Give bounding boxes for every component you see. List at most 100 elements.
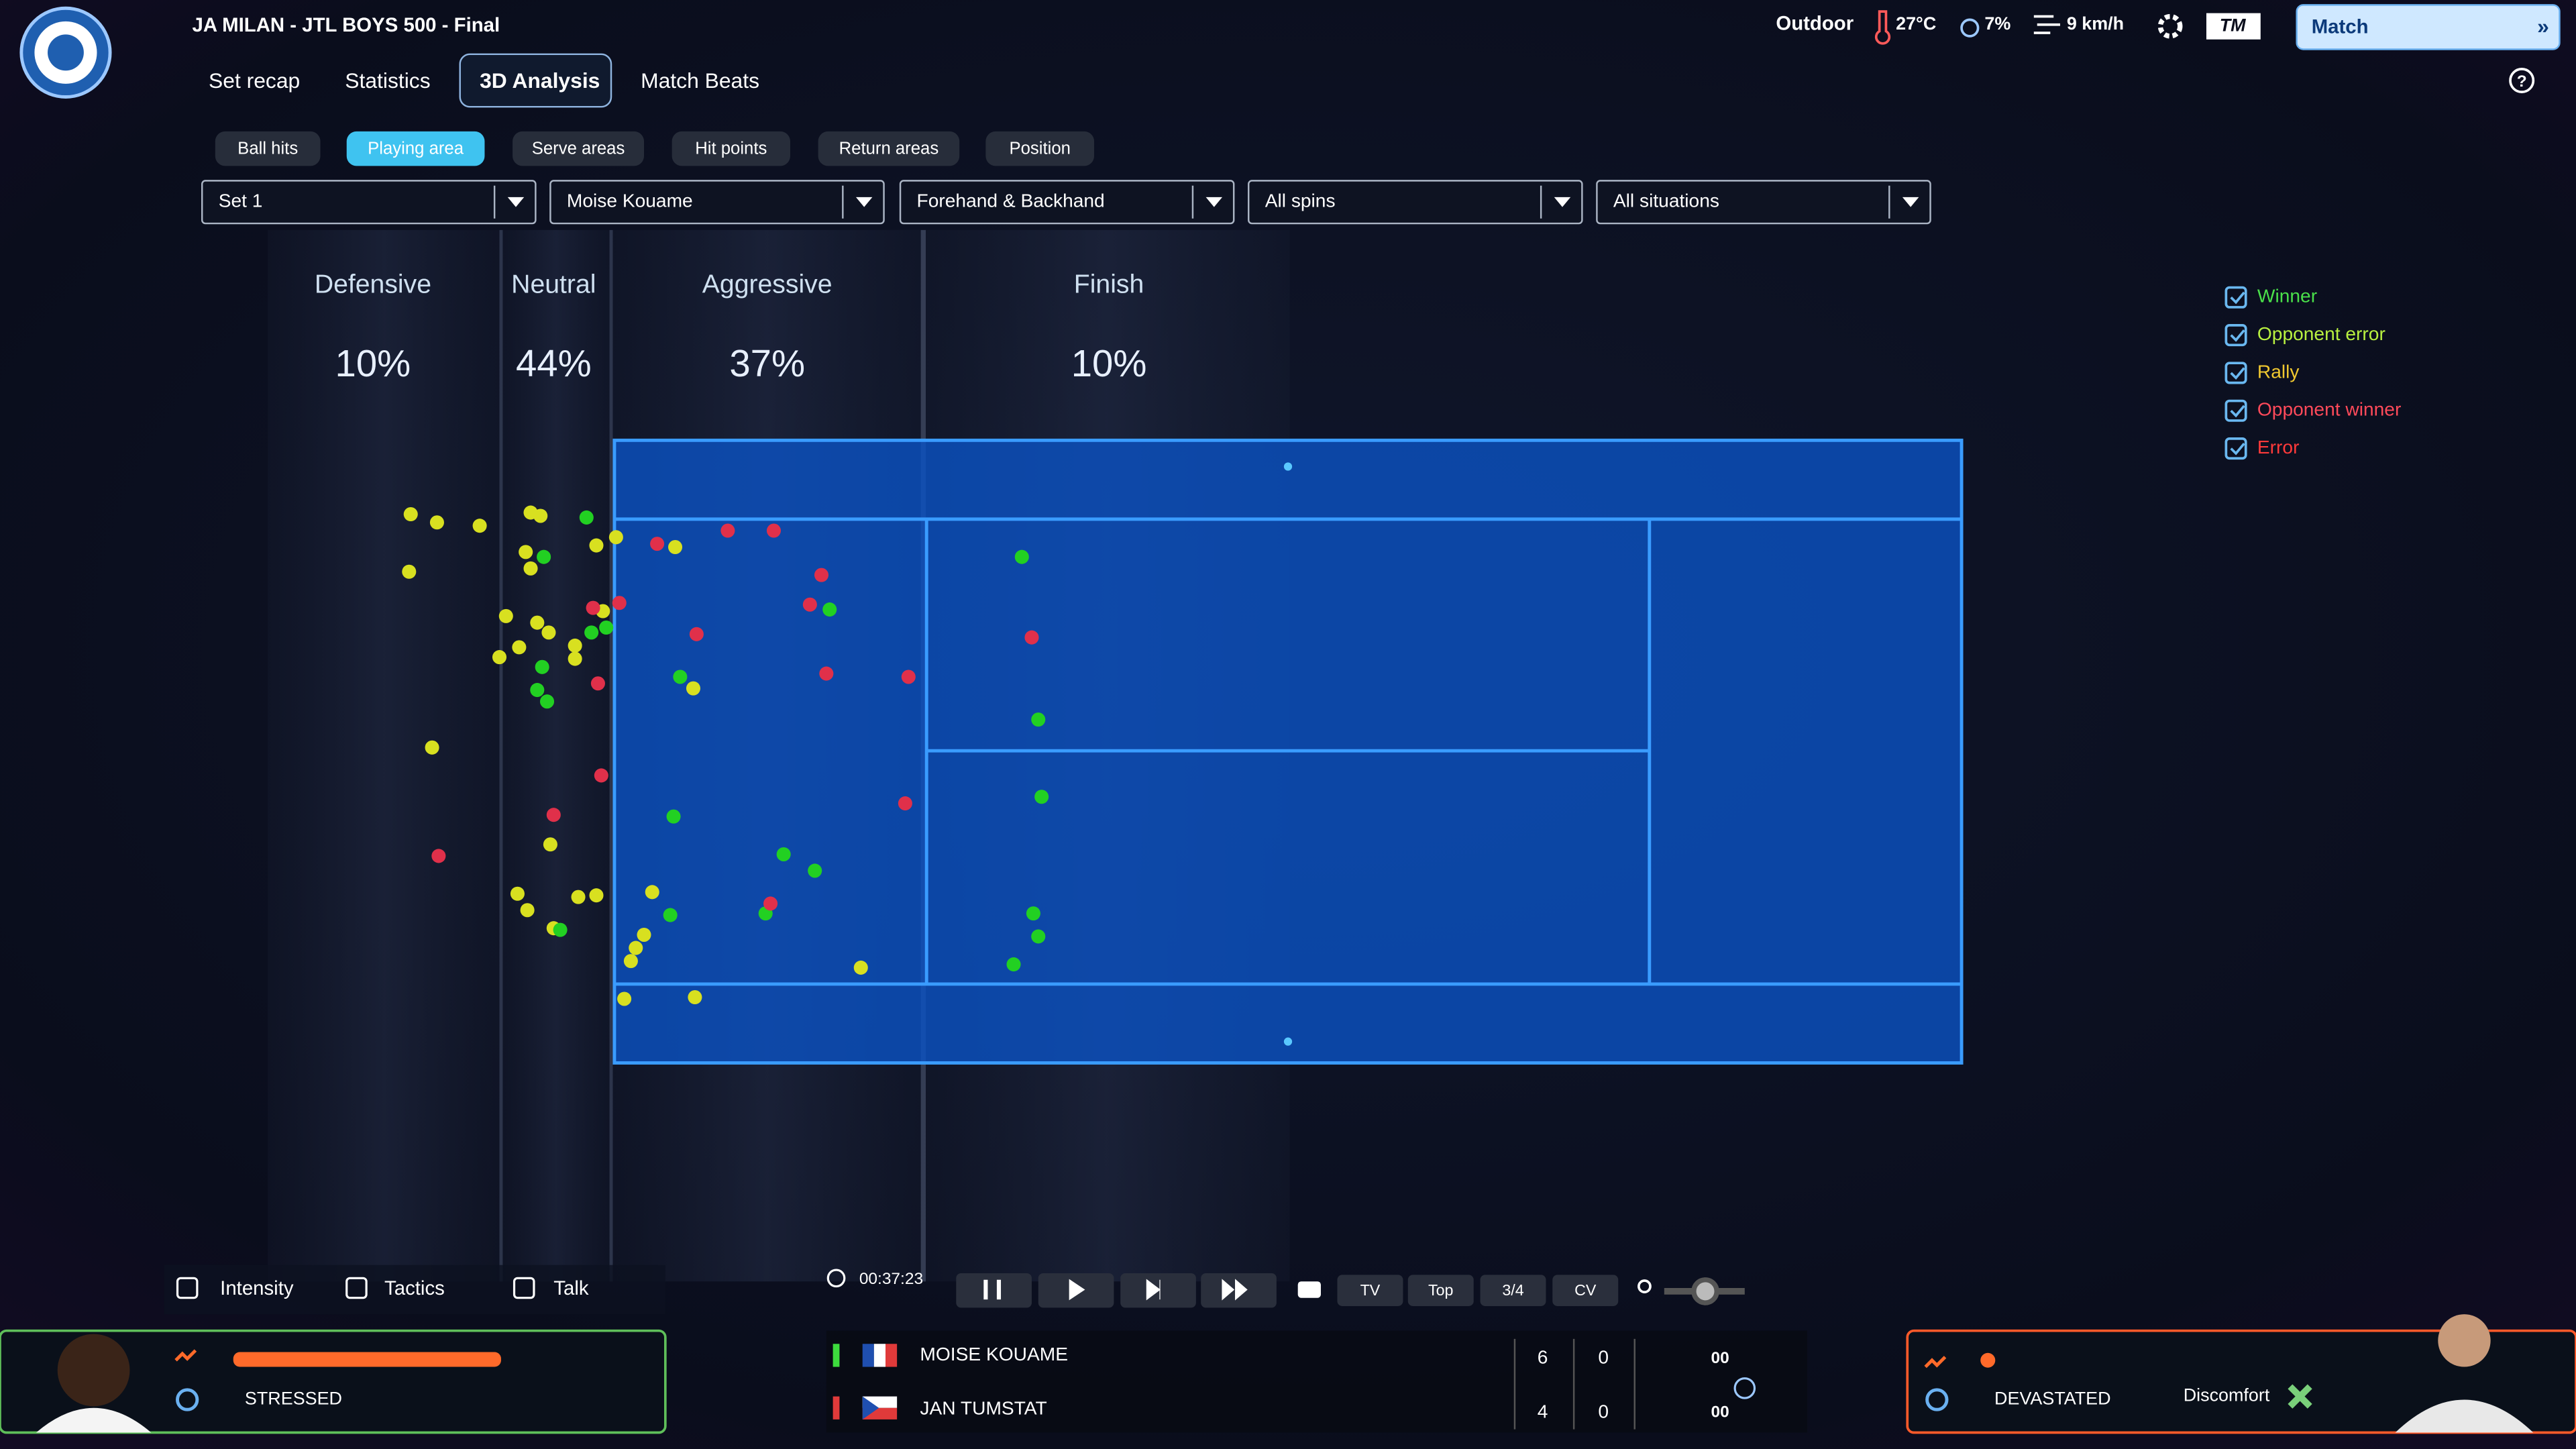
settings-icon[interactable] bbox=[2157, 13, 2183, 39]
camera-view-button[interactable] bbox=[1337, 1275, 1403, 1306]
subtab-pill[interactable] bbox=[346, 131, 485, 166]
filter-arrow[interactable] bbox=[1554, 197, 1571, 207]
shot-dot bbox=[571, 890, 586, 904]
left-player-shirt bbox=[36, 1407, 152, 1433]
legend-check[interactable] bbox=[2230, 329, 2245, 342]
legend-checkbox[interactable] bbox=[2224, 437, 2247, 460]
legend-checkbox[interactable] bbox=[2224, 362, 2247, 384]
club-logo-emblem bbox=[48, 34, 84, 71]
action-icon[interactable] bbox=[176, 1277, 199, 1299]
camera-view-button[interactable] bbox=[1480, 1275, 1546, 1306]
zoom-icon[interactable] bbox=[1638, 1279, 1652, 1293]
playback-icon[interactable] bbox=[1146, 1279, 1161, 1301]
help-button[interactable] bbox=[2509, 68, 2535, 93]
subtab-label[interactable]: Position bbox=[1009, 140, 1070, 158]
zone-share: 10% bbox=[335, 342, 411, 384]
nav-tab[interactable]: Set recap bbox=[209, 68, 300, 93]
filter-value[interactable]: All spins bbox=[1265, 191, 1336, 211]
filter-arrow[interactable] bbox=[1205, 197, 1223, 207]
match-button-chevron[interactable]: » bbox=[2537, 14, 2549, 38]
playback-icon[interactable] bbox=[1069, 1279, 1085, 1301]
filter-value[interactable]: All situations bbox=[1613, 191, 1719, 211]
subtab-pill[interactable] bbox=[818, 131, 960, 166]
camera-view-button[interactable] bbox=[1552, 1275, 1619, 1306]
legend-label[interactable]: Rally bbox=[2257, 361, 2300, 382]
match-title: JA MILAN - JTL BOYS 500 - Final bbox=[193, 14, 500, 36]
filter-arrow[interactable] bbox=[1902, 197, 1919, 207]
nav-tab[interactable]: 3D Analysis bbox=[480, 68, 600, 93]
legend-label[interactable]: Error bbox=[2257, 437, 2300, 458]
shot-dot bbox=[1031, 929, 1046, 944]
camera-view-button[interactable] bbox=[1407, 1275, 1474, 1306]
tiebreak-icon bbox=[1733, 1377, 1756, 1399]
shot-dot bbox=[686, 681, 700, 696]
action-label[interactable]: Talk bbox=[553, 1277, 589, 1299]
filter-dropdown[interactable] bbox=[1596, 180, 1931, 225]
playback-icon[interactable] bbox=[1222, 1279, 1248, 1301]
help-icon[interactable]: ? bbox=[2517, 72, 2527, 91]
filter-value[interactable]: Set 1 bbox=[219, 191, 263, 211]
legend-label[interactable]: Winner bbox=[2257, 286, 2317, 307]
filter-value[interactable]: Forehand & Backhand bbox=[917, 191, 1105, 211]
playback-button[interactable] bbox=[956, 1273, 1032, 1308]
shot-dot bbox=[568, 638, 582, 653]
shot-dot bbox=[586, 600, 600, 615]
scoreboard bbox=[826, 1330, 1807, 1433]
shot-dot bbox=[510, 886, 525, 901]
brand-badge bbox=[2206, 13, 2261, 40]
camera-icon[interactable] bbox=[1297, 1281, 1321, 1298]
subtab-label[interactable]: Serve areas bbox=[532, 140, 625, 158]
action-label[interactable]: Intensity bbox=[220, 1277, 294, 1299]
action-icon[interactable] bbox=[513, 1277, 535, 1299]
filter-arrow[interactable] bbox=[507, 197, 525, 207]
action-label[interactable]: Tactics bbox=[384, 1277, 445, 1299]
shot-dot bbox=[402, 564, 417, 579]
flag-cz bbox=[862, 1396, 879, 1419]
filter-dropdown[interactable] bbox=[549, 180, 885, 225]
shot-dot bbox=[543, 837, 557, 852]
legend-checkbox[interactable] bbox=[2224, 399, 2247, 422]
filter-arrow[interactable] bbox=[855, 197, 873, 207]
playback-icon[interactable] bbox=[983, 1279, 1002, 1300]
legend-checkbox[interactable] bbox=[2224, 286, 2247, 309]
legend-label[interactable]: Opponent error bbox=[2257, 323, 2385, 344]
subtab-pill[interactable] bbox=[672, 131, 790, 166]
legend-checkbox[interactable] bbox=[2224, 324, 2247, 347]
subtab-label[interactable]: Return areas bbox=[839, 140, 939, 158]
zoom-slider-knob[interactable] bbox=[1691, 1277, 1719, 1305]
left-player-status: STRESSED bbox=[245, 1389, 342, 1409]
subtab-label[interactable]: Playing area bbox=[368, 140, 464, 158]
humidity: 7% bbox=[1984, 13, 2010, 34]
nav-tab[interactable]: Match Beats bbox=[641, 68, 759, 93]
shot-dot bbox=[579, 510, 594, 525]
subtab-pill[interactable] bbox=[215, 131, 321, 166]
filter-value[interactable]: Moise Kouame bbox=[567, 191, 693, 211]
filter-dropdown[interactable] bbox=[1248, 180, 1583, 225]
zone-label: Neutral bbox=[511, 270, 596, 299]
camera-view-label[interactable]: Top bbox=[1428, 1281, 1454, 1299]
filter-dropdown[interactable] bbox=[899, 180, 1235, 225]
camera-view-label[interactable]: CV bbox=[1574, 1281, 1597, 1299]
shot-dot bbox=[898, 796, 912, 811]
nav-tab[interactable]: Statistics bbox=[345, 68, 430, 93]
legend-label[interactable]: Opponent winner bbox=[2257, 399, 2401, 420]
shot-dot bbox=[546, 808, 561, 822]
camera-view-label[interactable]: TV bbox=[1360, 1281, 1381, 1299]
serve-indicator bbox=[833, 1344, 840, 1367]
subtab-label[interactable]: Ball hits bbox=[237, 140, 298, 158]
match-button[interactable] bbox=[2296, 4, 2561, 50]
legend-check[interactable] bbox=[2230, 405, 2245, 418]
legend-check[interactable] bbox=[2230, 367, 2245, 380]
subtab-label[interactable]: Hit points bbox=[695, 140, 767, 158]
filter-dropdown[interactable] bbox=[201, 180, 537, 225]
camera-view-label[interactable]: 3/4 bbox=[1502, 1281, 1523, 1299]
match-button-label[interactable]: Match bbox=[2312, 15, 2369, 38]
legend-check[interactable] bbox=[2230, 291, 2245, 305]
subtab-pill[interactable] bbox=[513, 131, 644, 166]
subtab-pill[interactable] bbox=[985, 131, 1095, 166]
shot-dot bbox=[530, 615, 545, 630]
shot-dot bbox=[668, 539, 683, 555]
action-icon[interactable] bbox=[345, 1277, 368, 1299]
legend-check[interactable] bbox=[2230, 443, 2245, 455]
